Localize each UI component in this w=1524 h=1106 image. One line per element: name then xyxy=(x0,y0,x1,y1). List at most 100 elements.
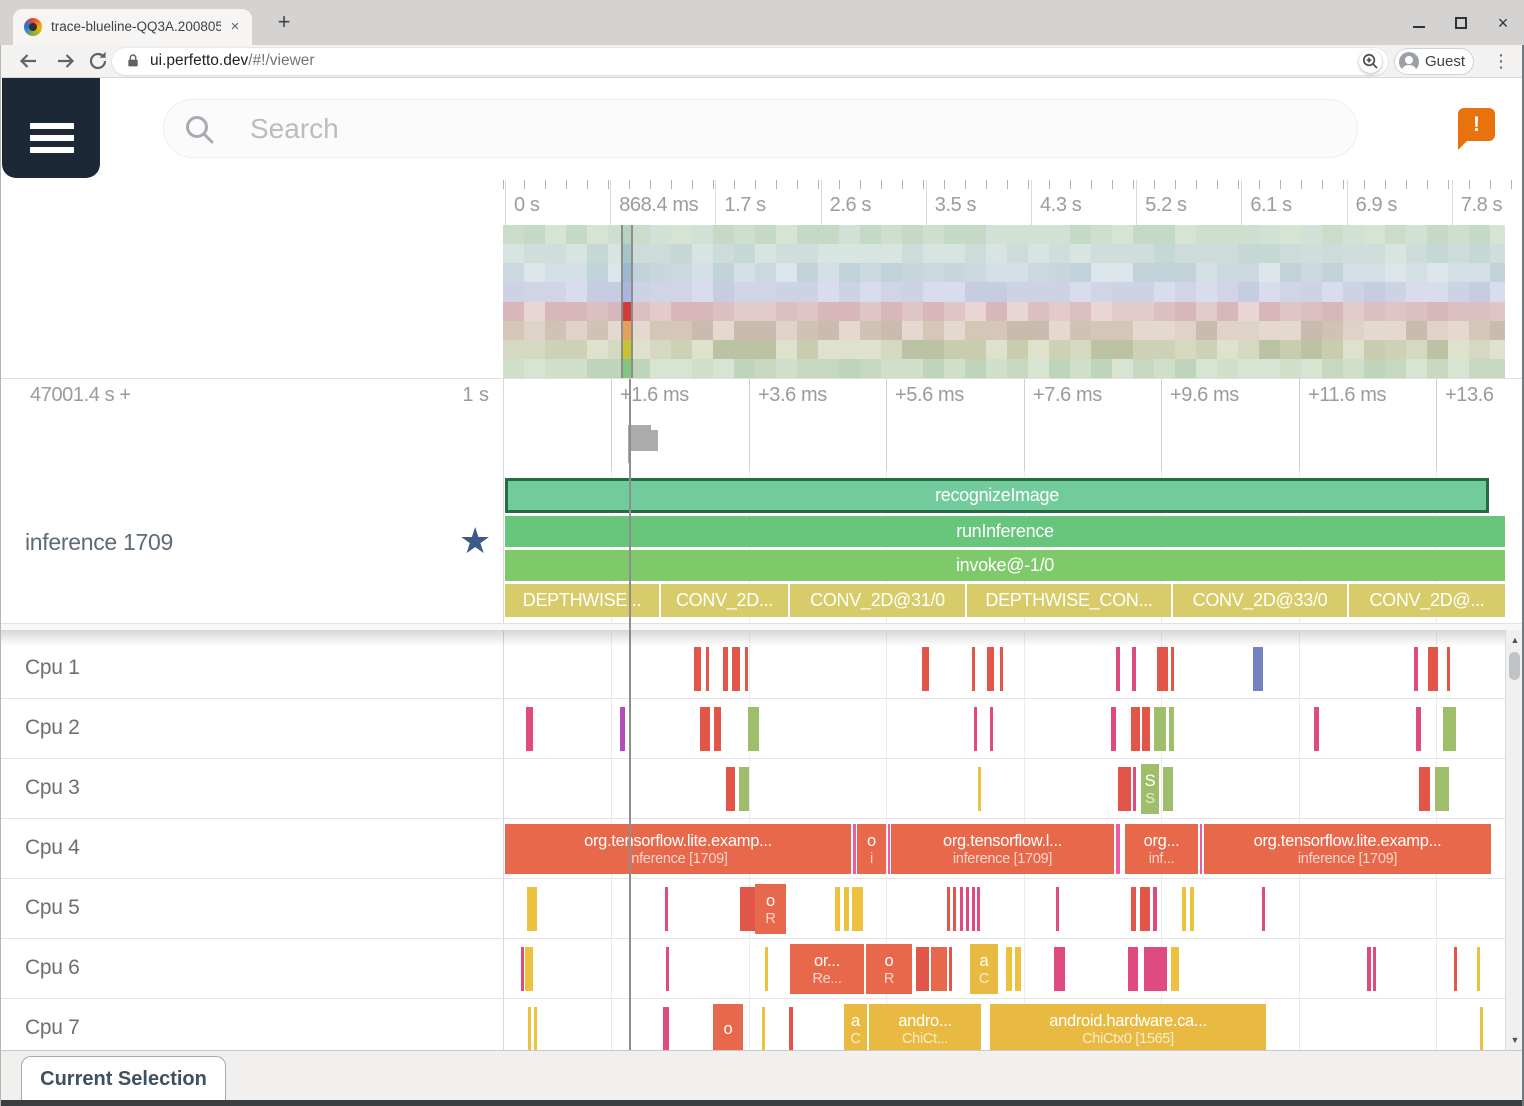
slice[interactable] xyxy=(740,887,755,931)
search-bar[interactable] xyxy=(163,99,1358,158)
slice[interactable] xyxy=(978,767,981,811)
slice[interactable] xyxy=(953,887,956,931)
slice[interactable]: runInference xyxy=(505,516,1505,547)
slice[interactable] xyxy=(1416,707,1421,751)
slice[interactable] xyxy=(1154,707,1166,751)
trace-minimap[interactable] xyxy=(503,225,1505,378)
slice[interactable] xyxy=(666,947,669,991)
slice[interactable] xyxy=(620,707,625,751)
detail-time-ruler[interactable]: 47001.4 s + 1 s +1.6 ms +3.6 ms +5.6 ms +7.… xyxy=(0,379,1524,471)
slice[interactable] xyxy=(931,947,947,991)
minimap-selection-line[interactable] xyxy=(621,225,623,378)
slice[interactable] xyxy=(916,947,929,991)
slice[interactable] xyxy=(1006,947,1012,991)
slice[interactable] xyxy=(723,647,728,691)
vertical-scrollbar[interactable]: ▲ ▼ xyxy=(1505,630,1524,1050)
slice[interactable] xyxy=(1157,647,1168,691)
slice[interactable] xyxy=(1190,887,1194,931)
slice[interactable]: CONV_2D@31/0 xyxy=(790,584,965,617)
slice[interactable] xyxy=(1367,947,1371,991)
slice[interactable] xyxy=(1454,947,1457,991)
slice[interactable] xyxy=(527,887,537,931)
slice[interactable] xyxy=(949,947,952,991)
slice[interactable] xyxy=(972,647,975,691)
slice[interactable] xyxy=(1111,707,1116,751)
slice[interactable] xyxy=(1314,707,1319,751)
slice[interactable]: DEPTHWISE_CON... xyxy=(967,584,1171,617)
slice[interactable]: CONV_2D@... xyxy=(1349,584,1505,617)
slice[interactable] xyxy=(663,1007,669,1050)
slice[interactable] xyxy=(1428,647,1438,691)
sidebar-menu-button[interactable] xyxy=(2,78,100,178)
slice[interactable] xyxy=(739,767,749,811)
slice[interactable] xyxy=(732,647,740,691)
search-input[interactable] xyxy=(248,100,1248,157)
address-bar[interactable]: ui.perfetto.dev/#!/viewer xyxy=(112,48,1388,75)
reload-icon[interactable] xyxy=(86,49,110,73)
slice-divider[interactable] xyxy=(1116,824,1120,874)
slice[interactable] xyxy=(1182,887,1186,931)
slice[interactable] xyxy=(1153,887,1157,931)
slice[interactable] xyxy=(1373,947,1376,991)
slice[interactable]: org.tensorflow.lite.examp... inference [1… xyxy=(505,824,851,874)
slice[interactable] xyxy=(1142,707,1150,751)
slice[interactable]: andro... ChiCt... xyxy=(869,1004,981,1050)
slice[interactable] xyxy=(987,647,994,691)
slice[interactable] xyxy=(726,767,735,811)
forward-icon[interactable] xyxy=(54,49,78,73)
slice[interactable] xyxy=(922,647,929,691)
slice[interactable] xyxy=(1419,767,1430,811)
slice[interactable] xyxy=(960,887,963,931)
slice[interactable] xyxy=(977,887,980,931)
slice[interactable] xyxy=(1414,647,1418,691)
slice[interactable] xyxy=(665,887,668,931)
slice[interactable] xyxy=(1000,647,1003,691)
slice[interactable] xyxy=(789,1007,793,1050)
slice[interactable] xyxy=(1171,947,1179,991)
slice[interactable] xyxy=(852,887,863,931)
slice[interactable] xyxy=(528,1007,531,1050)
slice[interactable] xyxy=(706,647,709,691)
slice[interactable] xyxy=(1163,767,1173,811)
slice[interactable] xyxy=(700,707,710,751)
slice[interactable]: CONV_2D... xyxy=(661,584,788,617)
slice[interactable]: invoke@-1/0 xyxy=(505,550,1505,581)
slice[interactable] xyxy=(1480,1007,1483,1050)
slice[interactable] xyxy=(1443,707,1456,751)
slice[interactable] xyxy=(966,887,969,931)
scrollbar-up-icon[interactable]: ▲ xyxy=(1510,635,1520,645)
slice[interactable] xyxy=(1118,767,1131,811)
slice[interactable] xyxy=(1132,647,1136,691)
flag-marker-icon[interactable] xyxy=(628,425,658,463)
slice[interactable]: org... inf... xyxy=(1125,824,1198,874)
slice[interactable] xyxy=(1477,947,1480,991)
profile-button[interactable]: Guest xyxy=(1394,48,1474,75)
slice[interactable]: android.hardware.ca... ChiCtx0 [1565] xyxy=(990,1004,1266,1050)
slice[interactable] xyxy=(1447,647,1450,691)
slice[interactable]: o xyxy=(713,1004,743,1050)
back-icon[interactable] xyxy=(16,49,40,73)
slice[interactable] xyxy=(1171,647,1174,691)
slice[interactable]: recognizeImage xyxy=(505,478,1489,513)
slice[interactable] xyxy=(1054,947,1065,991)
slice[interactable] xyxy=(1056,887,1059,931)
slice[interactable]: org.tensorflow.l... inference [1709] xyxy=(891,824,1114,874)
scrollbar-down-icon[interactable]: ▼ xyxy=(1510,1035,1520,1045)
slice[interactable] xyxy=(762,1007,765,1050)
tab-close-icon[interactable]: × xyxy=(230,18,240,35)
pin-track-icon[interactable]: ★ xyxy=(459,520,492,561)
slice[interactable] xyxy=(1116,647,1120,691)
current-selection-tab[interactable]: Current Selection xyxy=(21,1056,226,1101)
slice[interactable] xyxy=(1144,947,1167,991)
slice[interactable] xyxy=(974,707,977,751)
slice[interactable] xyxy=(714,707,721,751)
slice[interactable] xyxy=(534,1007,537,1050)
slice[interactable] xyxy=(748,707,759,751)
slice-divider[interactable] xyxy=(888,824,890,874)
